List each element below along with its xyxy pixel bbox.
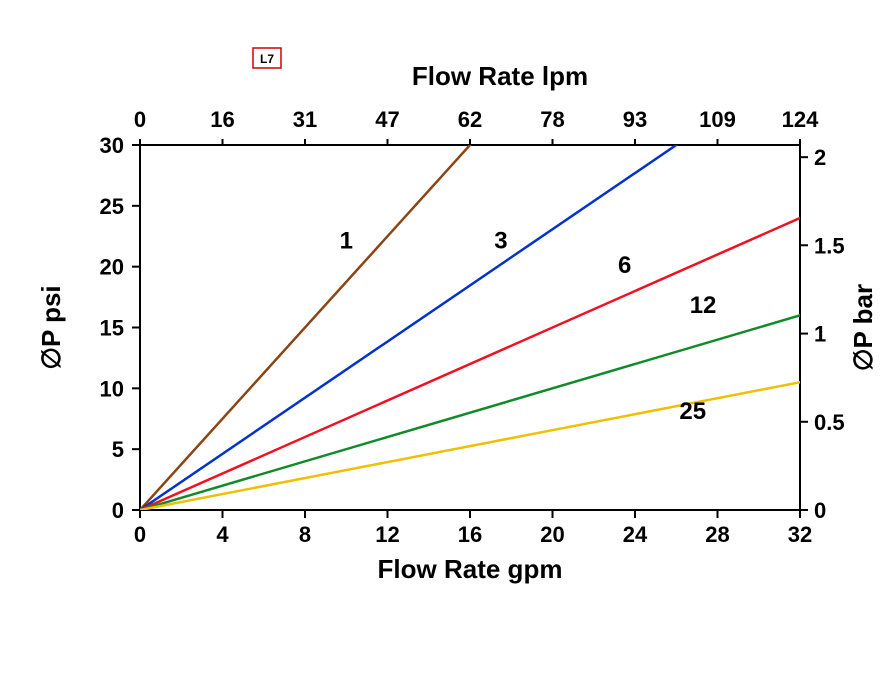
y-right-tick-label: 1	[814, 322, 826, 347]
x-bottom-tick-label: 16	[458, 522, 482, 547]
legend-text: L7	[260, 52, 274, 66]
y-left-tick-label: 10	[100, 376, 124, 401]
x-bottom-title: Flow Rate gpm	[378, 554, 563, 584]
y-left-tick-label: 25	[100, 194, 124, 219]
chart-svg: 048121620242832Flow Rate gpm016314762789…	[0, 0, 888, 676]
y-right-tick-label: 0	[814, 498, 826, 523]
x-top-tick-label: 62	[458, 107, 482, 132]
series-label-3: 3	[494, 227, 507, 254]
chart-container: 048121620242832Flow Rate gpm016314762789…	[0, 0, 888, 676]
x-bottom-tick-label: 8	[299, 522, 311, 547]
series-label-1: 1	[340, 227, 353, 254]
y-left-tick-label: 5	[112, 437, 124, 462]
x-top-tick-label: 0	[134, 107, 146, 132]
x-top-title: Flow Rate lpm	[412, 61, 588, 91]
x-bottom-tick-label: 28	[705, 522, 729, 547]
series-label-25: 25	[679, 398, 706, 425]
y-right-tick-label: 2	[814, 145, 826, 170]
x-bottom-tick-label: 32	[788, 522, 812, 547]
x-bottom-tick-label: 20	[540, 522, 564, 547]
x-top-tick-label: 16	[210, 107, 234, 132]
series-label-12: 12	[690, 292, 717, 319]
y-right-tick-label: 1.5	[814, 233, 845, 258]
x-bottom-tick-label: 4	[216, 522, 229, 547]
series-label-6: 6	[618, 252, 631, 279]
y-left-tick-label: 30	[100, 133, 124, 158]
x-top-tick-label: 31	[293, 107, 317, 132]
x-top-tick-label: 93	[623, 107, 647, 132]
x-top-tick-label: 109	[699, 107, 736, 132]
y-left-tick-label: 15	[100, 316, 124, 341]
x-bottom-tick-label: 0	[134, 522, 146, 547]
x-top-tick-label: 124	[782, 107, 819, 132]
x-bottom-tick-label: 12	[375, 522, 399, 547]
y-left-title: ∅P psi	[36, 285, 66, 369]
y-right-tick-label: 0.5	[814, 410, 845, 435]
x-top-tick-label: 78	[540, 107, 564, 132]
x-top-tick-label: 47	[375, 107, 399, 132]
x-bottom-tick-label: 24	[623, 522, 648, 547]
y-left-tick-label: 20	[100, 255, 124, 280]
y-right-title: ∅P bar	[848, 284, 878, 371]
y-left-tick-label: 0	[112, 498, 124, 523]
